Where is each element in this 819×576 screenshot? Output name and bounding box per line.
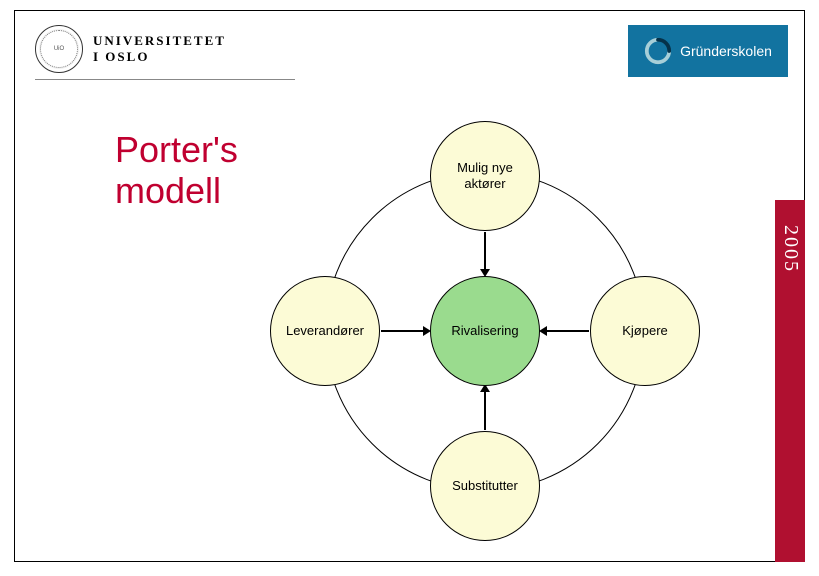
arrow-left-center	[381, 330, 425, 332]
node-label: Mulig nyeaktører	[457, 160, 513, 193]
node-suppliers: Leverandører	[270, 276, 380, 386]
university-line2: I OSLO	[93, 49, 149, 64]
arrowhead-right	[539, 326, 547, 336]
university-logo-block: UiO UNIVERSITETET I OSLO	[35, 25, 295, 80]
node-label: Rivalisering	[451, 323, 518, 339]
arrow-bottom-center	[484, 391, 486, 430]
year-label: 2005	[779, 225, 802, 273]
slide-frame: UiO UNIVERSITETET I OSLO Gründerskolen P…	[14, 10, 805, 562]
node-label: Kjøpere	[622, 323, 668, 339]
node-label: Leverandører	[286, 323, 364, 339]
porter-diagram: Mulig nyeaktører Leverandører Rivaliseri…	[255, 121, 715, 541]
university-line1: UNIVERSITETET	[93, 33, 226, 48]
node-rivalry: Rivalisering	[430, 276, 540, 386]
grunderskolen-badge: Gründerskolen	[628, 25, 788, 77]
slide-title: Porter's modell	[115, 129, 238, 212]
badge-label: Gründerskolen	[680, 43, 772, 59]
node-new-entrants: Mulig nyeaktører	[430, 121, 540, 231]
title-line1: Porter's	[115, 129, 238, 170]
university-seal-icon: UiO	[35, 25, 83, 73]
title-line2: modell	[115, 170, 221, 211]
arrow-top-center	[484, 232, 486, 271]
node-substitutes: Substitutter	[430, 431, 540, 541]
swirl-icon	[644, 37, 672, 65]
node-label: Substitutter	[452, 478, 518, 494]
header: UiO UNIVERSITETET I OSLO Gründerskolen	[35, 25, 788, 97]
arrow-right-center	[545, 330, 589, 332]
university-name: UNIVERSITETET I OSLO	[93, 33, 226, 66]
node-buyers: Kjøpere	[590, 276, 700, 386]
